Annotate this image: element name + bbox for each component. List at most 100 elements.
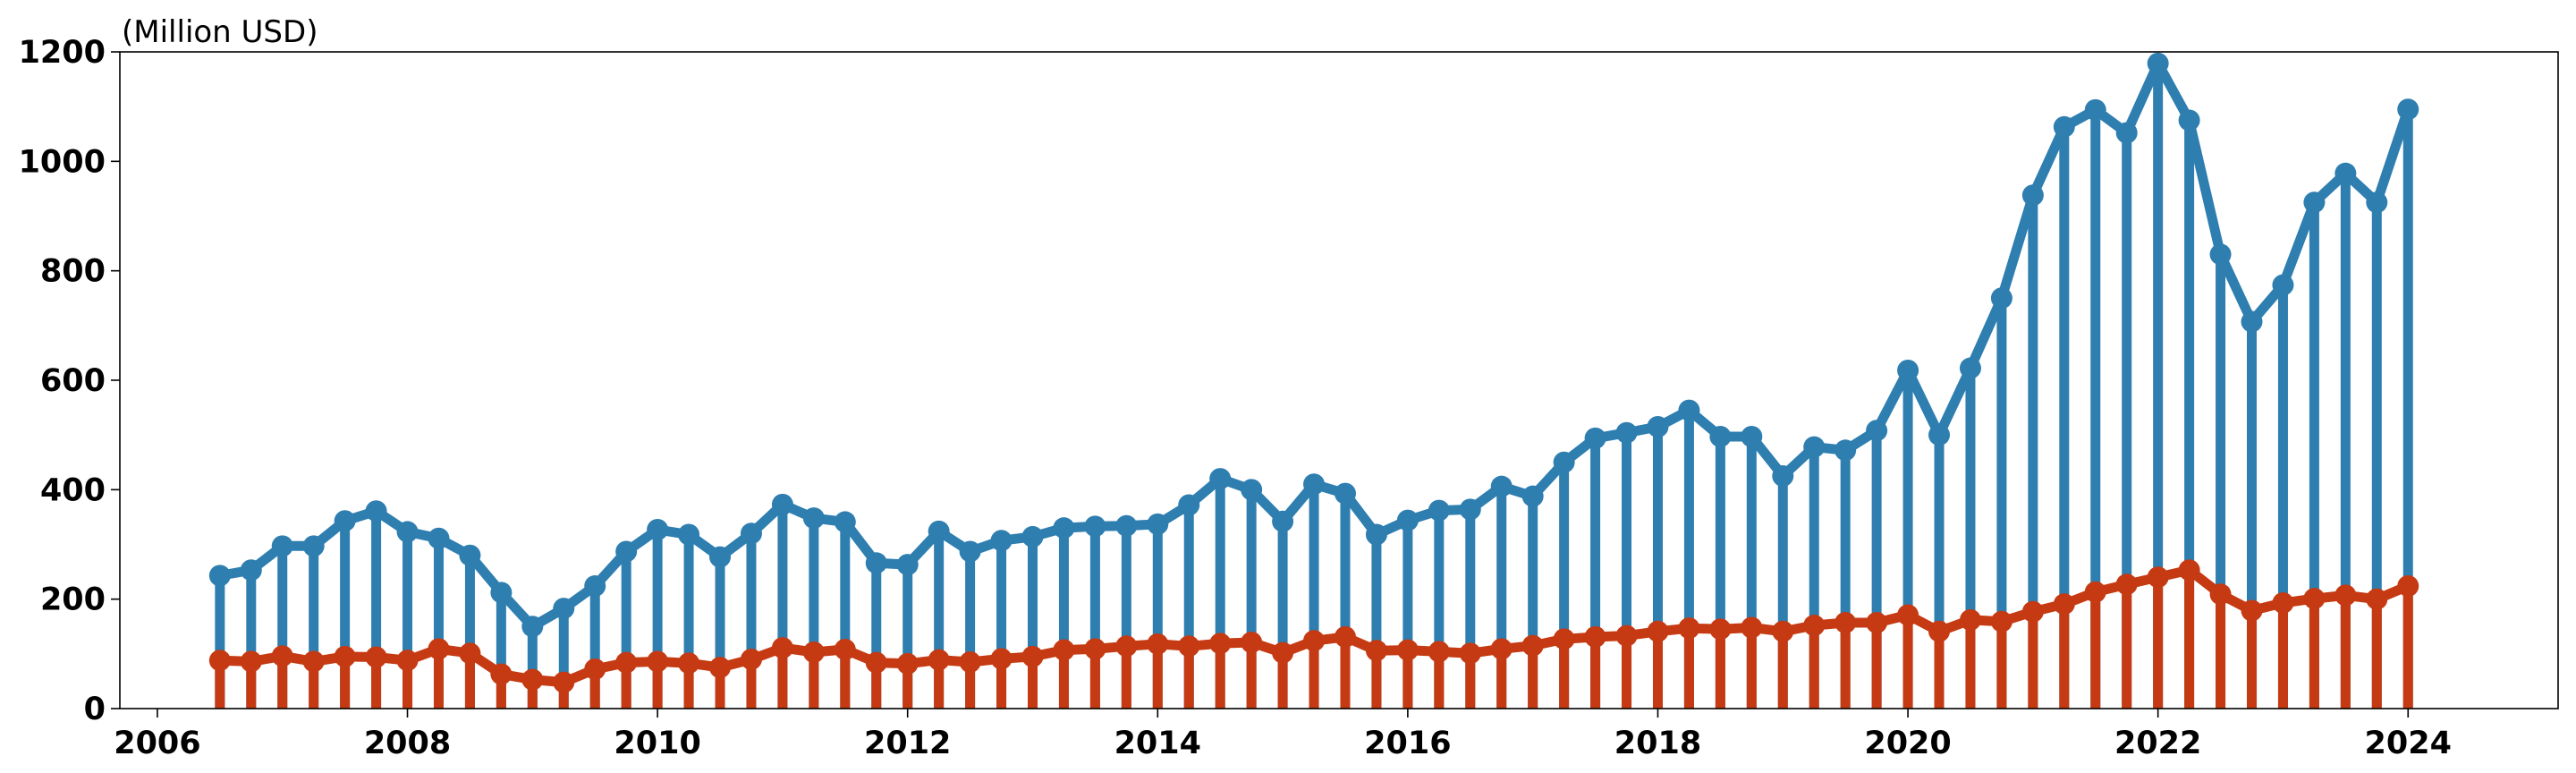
data-point <box>1178 494 1200 516</box>
data-point <box>1241 479 1263 501</box>
series-0-markers <box>208 52 2419 638</box>
data-point <box>1615 624 1638 647</box>
data-point <box>1272 641 1294 664</box>
data-point <box>1990 287 2012 310</box>
data-point <box>521 616 544 638</box>
data-point <box>1959 357 1981 379</box>
data-point <box>208 650 231 672</box>
data-point <box>990 530 1013 552</box>
data-point <box>1647 415 1669 437</box>
data-point <box>896 554 919 576</box>
data-point <box>2178 559 2200 582</box>
data-point <box>1553 451 1575 473</box>
data-point <box>771 493 793 515</box>
data-point <box>1928 620 1951 642</box>
data-point <box>1365 640 1387 662</box>
data-point <box>1459 642 1481 665</box>
data-point <box>865 552 887 574</box>
data-point <box>1709 618 1732 641</box>
data-point <box>771 637 793 659</box>
x-tick-label: 2012 <box>864 726 951 761</box>
data-point <box>365 646 387 668</box>
data-point <box>2053 593 2075 616</box>
data-point <box>1053 517 1075 539</box>
data-point <box>553 598 575 620</box>
data-point <box>584 574 606 597</box>
data-point <box>2209 583 2232 606</box>
data-point <box>1741 616 1763 639</box>
data-point <box>1490 638 1513 660</box>
x-tick-label: 2008 <box>364 726 451 761</box>
data-point <box>1459 498 1481 521</box>
data-point <box>834 511 856 533</box>
data-point <box>1990 610 2012 633</box>
data-point <box>802 507 825 530</box>
data-point <box>2241 310 2263 333</box>
data-point <box>1866 611 1888 633</box>
data-point <box>959 540 981 563</box>
data-point <box>521 668 544 691</box>
data-point <box>1147 513 1169 535</box>
data-point <box>2115 122 2138 144</box>
data-point <box>302 535 325 557</box>
data-point <box>1553 628 1575 650</box>
data-point <box>2084 98 2106 121</box>
data-point <box>1959 608 1981 631</box>
data-point <box>1584 427 1606 449</box>
x-tick-label: 2014 <box>1114 726 1201 761</box>
data-point <box>1835 611 1857 633</box>
data-point <box>2147 566 2169 589</box>
plot-frame <box>119 51 2559 709</box>
data-point <box>334 510 356 532</box>
data-point <box>2334 584 2357 607</box>
data-point <box>1428 499 1450 522</box>
data-point <box>2021 184 2044 207</box>
data-point <box>1678 399 1700 421</box>
stems <box>215 63 2413 709</box>
data-point <box>1147 633 1169 655</box>
data-point <box>1490 475 1513 497</box>
data-point <box>365 500 387 522</box>
data-point <box>2147 52 2169 74</box>
data-point <box>2303 191 2326 214</box>
y-tick-label: 400 <box>40 472 106 508</box>
data-point <box>2021 600 2044 623</box>
data-point <box>271 535 293 557</box>
data-point <box>1897 604 1919 626</box>
data-point <box>896 652 919 675</box>
data-point <box>1803 436 1826 458</box>
data-point <box>1178 635 1200 658</box>
data-point <box>208 565 231 587</box>
unit-label: (Million USD) <box>122 14 318 50</box>
data-point <box>615 651 638 674</box>
data-point <box>1365 523 1387 546</box>
data-point <box>1772 620 1794 642</box>
data-point <box>1647 620 1669 642</box>
data-point <box>1584 625 1606 648</box>
data-point <box>1741 426 1763 448</box>
data-point <box>615 540 638 563</box>
data-point <box>271 645 293 667</box>
data-point <box>678 523 700 546</box>
data-point <box>2272 591 2294 614</box>
y-tick-label: 1200 <box>19 35 106 71</box>
data-point <box>709 546 732 568</box>
data-point <box>553 671 575 693</box>
data-point <box>584 658 606 680</box>
data-point <box>1928 424 1951 446</box>
data-point <box>1396 509 1419 531</box>
data-point <box>1428 641 1450 663</box>
y-tick-label: 0 <box>84 692 106 727</box>
series-0-stems <box>215 63 2413 709</box>
data-point <box>834 638 856 660</box>
data-point <box>1115 635 1138 658</box>
data-point <box>2397 574 2419 597</box>
data-point <box>1334 482 1356 505</box>
data-point <box>1334 625 1356 648</box>
data-point <box>1772 465 1794 488</box>
data-point <box>1803 615 1826 637</box>
data-point <box>2209 243 2232 266</box>
data-point <box>1021 645 1044 667</box>
data-point <box>2303 588 2326 610</box>
data-point <box>1521 634 1544 657</box>
